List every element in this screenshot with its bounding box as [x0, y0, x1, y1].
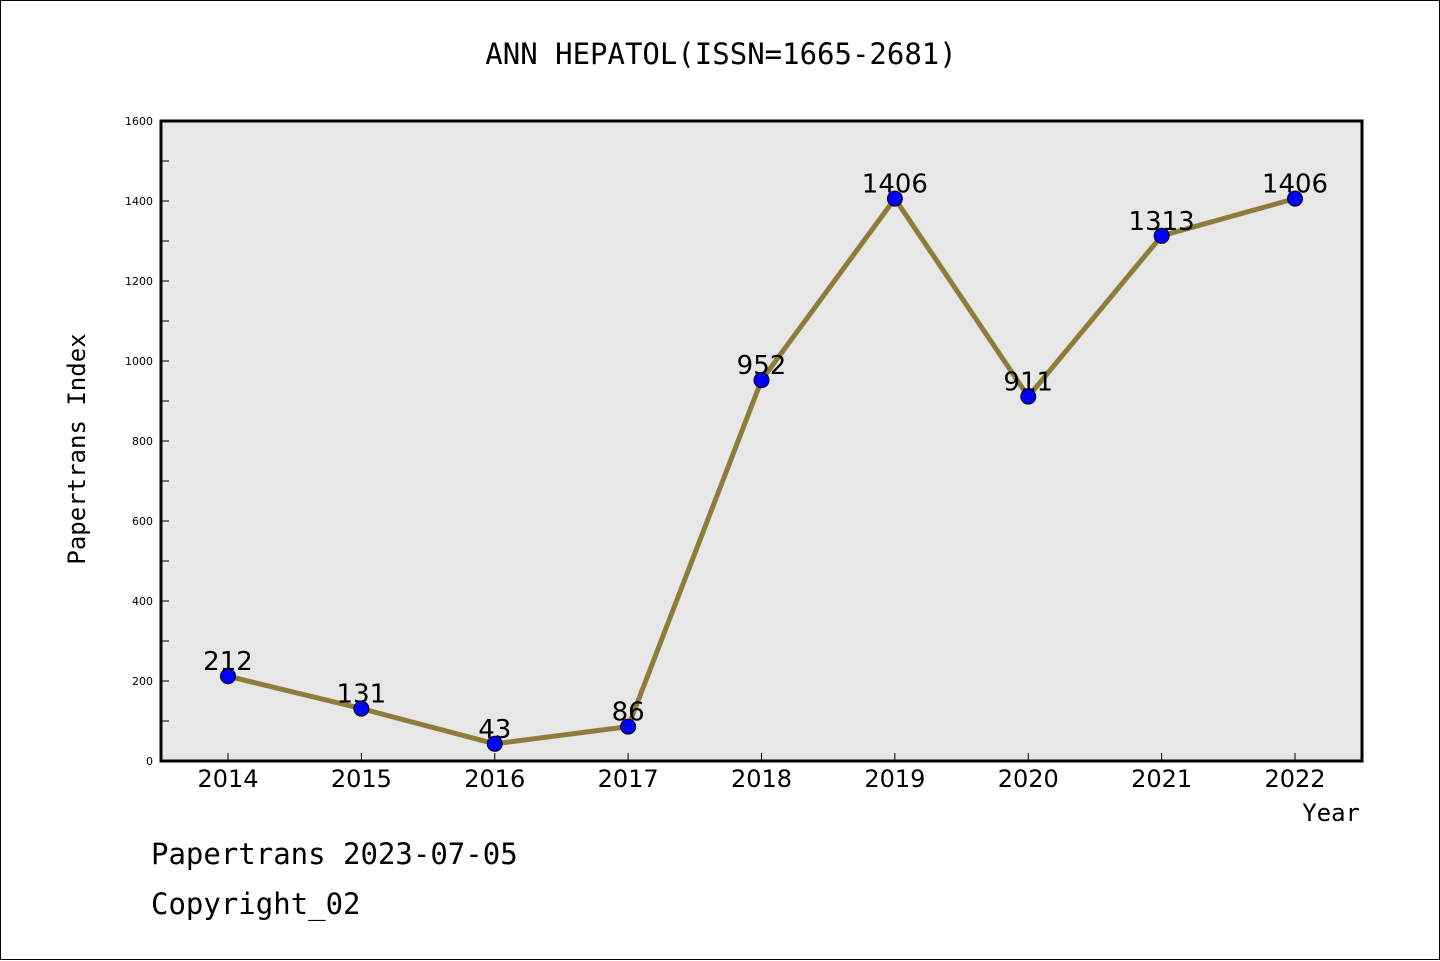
data-point-marker: [886, 190, 903, 207]
data-point-marker: [220, 668, 236, 685]
y-axis-title: Papertrans Index: [63, 333, 91, 564]
data-point-marker: [753, 372, 770, 389]
y-axis-ticks: 0 200 400 600 800 1000 1200 1400 1600: [125, 115, 169, 768]
y-tick-label: 200: [132, 675, 153, 688]
y-tick-label: 1600: [125, 115, 153, 128]
y-tick-label: 1000: [125, 355, 153, 368]
x-axis-ticks: 2014 2015 2016 2017 2018 2019 2020 2021 2022: [197, 753, 1326, 793]
y-tick-label: 600: [132, 515, 153, 528]
plot-area: [161, 121, 1362, 761]
x-tick-label: 2020: [998, 765, 1059, 793]
plot-frame: [159, 119, 1364, 763]
chart-title: ANN HEPATOL(ISSN=1665-2681): [485, 37, 957, 71]
data-point-marker: [1153, 227, 1170, 244]
x-tick-label: 2014: [197, 765, 258, 793]
y-tick-label: 0: [146, 755, 153, 768]
x-tick-label: 2015: [331, 765, 392, 793]
copyright-text: Copyright_02: [151, 887, 361, 921]
data-point-marker: [486, 735, 503, 752]
generated-date-stamp: Papertrans 2023-07-05: [151, 837, 518, 871]
y-tick-label: 800: [132, 435, 153, 448]
x-tick-label: 2021: [1131, 765, 1192, 793]
data-markers: [220, 190, 1303, 752]
y-tick-label: 1200: [125, 275, 153, 288]
x-tick-label: 2016: [464, 765, 525, 793]
x-tick-label: 2018: [731, 765, 792, 793]
data-point-marker: [1287, 190, 1303, 207]
x-tick-label: 2022: [1264, 765, 1325, 793]
x-axis-title: Year: [1302, 799, 1360, 827]
data-point-marker: [620, 718, 637, 735]
y-tick-label: 1400: [125, 195, 153, 208]
data-point-marker: [353, 700, 370, 717]
x-tick-label: 2017: [598, 765, 659, 793]
data-point-marker: [1020, 388, 1037, 405]
y-tick-label: 400: [132, 595, 153, 608]
x-tick-label: 2019: [864, 765, 925, 793]
